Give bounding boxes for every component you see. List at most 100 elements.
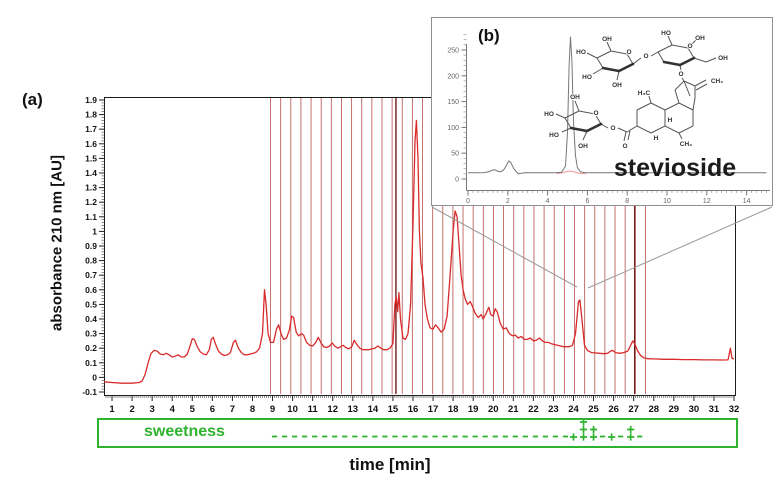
svg-text:14: 14 (368, 404, 379, 415)
svg-text:HO: HO (661, 30, 671, 37)
svg-text:H₃C: H₃C (638, 90, 651, 97)
svg-text:9: 9 (270, 404, 275, 415)
svg-text:21: 21 (508, 404, 519, 415)
svg-text:1.3: 1.3 (85, 183, 97, 193)
svg-text:100: 100 (447, 125, 459, 132)
sweetness-label: sweetness (144, 423, 225, 440)
svg-text:0.4: 0.4 (85, 314, 97, 324)
svg-text:24: 24 (568, 404, 579, 415)
svg-text:0.7: 0.7 (85, 270, 97, 280)
stevioside-label: stevioside (613, 154, 737, 182)
svg-text:0.6: 0.6 (85, 285, 97, 295)
y-major-ticks: -0.1 0 0.1 0.2 0.3 0.4 0.5 0.6 0.7 0.8 0.9 1 1.1 1.2 1… (82, 95, 105, 397)
svg-text:15: 15 (388, 404, 399, 415)
svg-text:200: 200 (447, 73, 459, 80)
svg-text:20: 20 (488, 404, 499, 415)
svg-text:5: 5 (190, 404, 196, 415)
svg-text:250: 250 (447, 48, 459, 55)
svg-text:O: O (626, 49, 631, 56)
svg-text:OH: OH (695, 35, 705, 42)
inset-callout-lines (431, 206, 773, 289)
svg-text:18: 18 (448, 404, 459, 415)
svg-text:12: 12 (703, 198, 711, 205)
svg-text:1.8: 1.8 (85, 110, 97, 120)
svg-text:1.1: 1.1 (85, 212, 97, 222)
svg-text:12: 12 (327, 404, 338, 415)
inset-fraction-overlay-trace (556, 170, 587, 175)
svg-text:150: 150 (447, 99, 459, 106)
svg-text:14: 14 (743, 198, 751, 205)
svg-text:0.2: 0.2 (85, 343, 97, 353)
svg-text:4: 4 (546, 198, 550, 205)
svg-text:29: 29 (669, 404, 680, 415)
svg-text:1.9: 1.9 (85, 95, 97, 105)
panel-a-label: (a) (22, 90, 43, 109)
svg-text:1.4: 1.4 (85, 168, 97, 178)
svg-text:HO: HO (544, 111, 554, 118)
svg-text:H: H (668, 117, 673, 124)
svg-text:HO: HO (549, 132, 559, 139)
svg-text:0.5: 0.5 (85, 299, 97, 309)
svg-text:16: 16 (408, 404, 419, 415)
svg-text:10: 10 (663, 198, 671, 205)
x-major-ticks: 1 2 3 4 5 6 7 8 9 10 11 12 13 14 15 16 17 18 19 20 21 22 23 24 2… (109, 395, 740, 415)
inset-standard-trace (468, 36, 767, 175)
svg-text:13: 13 (347, 404, 358, 415)
svg-text:32: 32 (729, 404, 740, 415)
svg-text:50: 50 (451, 151, 459, 158)
svg-text:4: 4 (170, 404, 176, 415)
svg-text:HO: HO (576, 49, 586, 56)
svg-text:2: 2 (129, 404, 134, 415)
svg-text:-0.1: -0.1 (82, 387, 97, 397)
svg-text:17: 17 (428, 404, 439, 415)
svg-text:H: H (654, 135, 659, 142)
svg-text:6: 6 (585, 198, 589, 205)
svg-text:3: 3 (150, 404, 155, 415)
svg-text:28: 28 (648, 404, 659, 415)
svg-text:1.6: 1.6 (85, 139, 97, 149)
svg-text:O: O (687, 43, 692, 50)
sweetness-marks (271, 418, 643, 441)
svg-text:26: 26 (608, 404, 619, 415)
inset-panel-b: 0 50 100 150 200 250 0 2 4 6 8 10 12 14 OH HO HO OH O O HO OH… (431, 17, 773, 206)
svg-text:1.5: 1.5 (85, 153, 97, 163)
svg-text:10: 10 (287, 404, 298, 415)
chromatogram-trace (103, 119, 735, 384)
panel-b-label: (b) (478, 26, 500, 45)
svg-text:O: O (593, 110, 598, 117)
svg-text:0.1: 0.1 (85, 358, 97, 368)
svg-text:O: O (622, 143, 627, 150)
svg-text:OH: OH (718, 55, 728, 62)
inset-major-ticks: 0 50 100 150 200 250 0 2 4 6 8 10 12 14 (447, 48, 750, 206)
svg-text:11: 11 (308, 404, 319, 415)
svg-text:CH₂: CH₂ (711, 78, 723, 85)
svg-text:0: 0 (92, 372, 97, 382)
svg-text:O: O (610, 125, 615, 132)
svg-text:0: 0 (455, 177, 459, 184)
svg-text:22: 22 (528, 404, 539, 415)
svg-text:1: 1 (92, 226, 97, 236)
svg-text:OH: OH (578, 143, 588, 150)
svg-text:7: 7 (230, 404, 235, 415)
x-axis-title: time [min] (349, 455, 431, 474)
svg-text:CH₃: CH₃ (680, 141, 692, 148)
svg-text:0.8: 0.8 (85, 256, 97, 266)
svg-text:25: 25 (588, 404, 599, 415)
svg-text:31: 31 (709, 404, 720, 415)
svg-text:OH: OH (612, 82, 622, 89)
svg-text:O: O (643, 53, 648, 60)
svg-text:8: 8 (625, 198, 629, 205)
svg-text:1.2: 1.2 (85, 197, 97, 207)
svg-text:30: 30 (689, 404, 700, 415)
svg-text:HO: HO (582, 74, 592, 81)
svg-text:19: 19 (468, 404, 479, 415)
svg-text:O: O (678, 71, 683, 78)
svg-text:27: 27 (628, 404, 639, 415)
svg-text:0: 0 (466, 198, 470, 205)
svg-text:8: 8 (250, 404, 255, 415)
svg-text:1.7: 1.7 (85, 124, 97, 134)
svg-text:1: 1 (109, 404, 115, 415)
